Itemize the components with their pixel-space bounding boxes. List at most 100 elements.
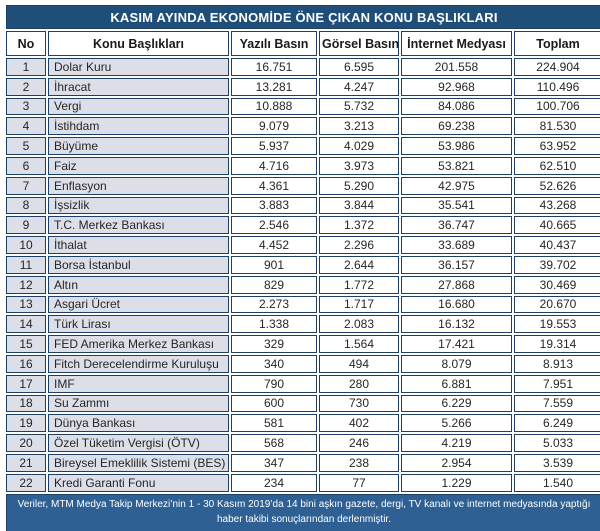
cell-row-number: 4 — [6, 117, 46, 136]
cell-print-media: 790 — [231, 374, 317, 393]
cell-visual-media: 2.083 — [319, 315, 399, 334]
cell-total: 39.702 — [514, 255, 600, 274]
cell-visual-media: 5.732 — [319, 97, 399, 116]
table-row: 4 İstihdam 9.079 3.213 69.238 81.530 — [6, 117, 600, 136]
header-row: No Konu Başlıkları Yazılı Basın Görsel B… — [6, 31, 600, 56]
table-row: 2 İhracat 13.281 4.247 92.968 110.496 — [6, 77, 600, 96]
cell-internet-media: 27.868 — [401, 275, 512, 294]
cell-print-media: 9.079 — [231, 117, 317, 136]
cell-row-number: 9 — [6, 216, 46, 235]
cell-print-media: 10.888 — [231, 97, 317, 116]
cell-print-media: 4.452 — [231, 236, 317, 254]
cell-print-media: 234 — [231, 473, 317, 492]
cell-internet-media: 84.086 — [401, 97, 512, 116]
cell-row-number: 21 — [6, 453, 46, 472]
cell-topic: Bireysel Emeklilik Sistemi (BES) — [48, 453, 229, 472]
cell-total: 7.951 — [514, 374, 600, 393]
table-row: 20 Özel Tüketim Vergisi (ÖTV) 568 246 4.… — [6, 434, 600, 452]
cell-topic: Fitch Derecelendirme Kuruluşu — [48, 354, 229, 373]
cell-internet-media: 53.986 — [401, 137, 512, 155]
footer-note: Veriler, MTM Medya Takip Merkezi’nin 1 -… — [6, 493, 600, 531]
cell-total: 7.559 — [514, 394, 600, 413]
cell-visual-media: 3.973 — [319, 156, 399, 175]
cell-row-number: 10 — [6, 236, 46, 254]
cell-visual-media: 3.213 — [319, 117, 399, 136]
cell-visual-media: 246 — [319, 434, 399, 452]
cell-print-media: 901 — [231, 255, 317, 274]
table-row: 7 Enflasyon 4.361 5.290 42.975 52.626 — [6, 176, 600, 195]
cell-total: 40.437 — [514, 236, 600, 254]
cell-print-media: 4.716 — [231, 156, 317, 175]
cell-row-number: 20 — [6, 434, 46, 452]
cell-visual-media: 5.290 — [319, 176, 399, 195]
column-header-no: No — [6, 31, 46, 56]
cell-topic: Borsa İstanbul — [48, 255, 229, 274]
cell-internet-media: 17.421 — [401, 335, 512, 353]
table-row: 22 Kredi Garanti Fonu 234 77 1.229 1.540 — [6, 473, 600, 492]
cell-internet-media: 36.747 — [401, 216, 512, 235]
cell-total: 81.530 — [514, 117, 600, 136]
cell-print-media: 568 — [231, 434, 317, 452]
table-row: 5 Büyüme 5.937 4.029 53.986 63.952 — [6, 137, 600, 155]
cell-visual-media: 1.717 — [319, 295, 399, 314]
cell-row-number: 3 — [6, 97, 46, 116]
cell-internet-media: 36.157 — [401, 255, 512, 274]
column-header-total: Toplam — [514, 31, 600, 56]
cell-print-media: 16.751 — [231, 58, 317, 76]
table-body: 1 Dolar Kuru 16.751 6.595 201.558 224.90… — [6, 58, 600, 492]
cell-topic: T.C. Merkez Bankası — [48, 216, 229, 235]
cell-visual-media: 730 — [319, 394, 399, 413]
cell-internet-media: 201.558 — [401, 58, 512, 76]
cell-row-number: 8 — [6, 196, 46, 215]
cell-total: 19.314 — [514, 335, 600, 353]
cell-row-number: 2 — [6, 77, 46, 96]
cell-row-number: 17 — [6, 374, 46, 393]
cell-total: 8.913 — [514, 354, 600, 373]
cell-visual-media: 494 — [319, 354, 399, 373]
cell-print-media: 3.883 — [231, 196, 317, 215]
cell-row-number: 12 — [6, 275, 46, 294]
cell-print-media: 4.361 — [231, 176, 317, 195]
table-row: 18 Su Zammı 600 730 6.229 7.559 — [6, 394, 600, 413]
title-row: KASIM AYINDA EKONOMİDE ÖNE ÇIKAN KONU BA… — [6, 5, 600, 29]
cell-internet-media: 16.680 — [401, 295, 512, 314]
cell-row-number: 14 — [6, 315, 46, 334]
table-row: 11 Borsa İstanbul 901 2.644 36.157 39.70… — [6, 255, 600, 274]
cell-row-number: 7 — [6, 176, 46, 195]
table-row: 14 Türk Lirası 1.338 2.083 16.132 19.553 — [6, 315, 600, 334]
cell-row-number: 13 — [6, 295, 46, 314]
cell-topic: Asgari Ücret — [48, 295, 229, 314]
cell-visual-media: 1.372 — [319, 216, 399, 235]
cell-total: 1.540 — [514, 473, 600, 492]
cell-visual-media: 2.296 — [319, 236, 399, 254]
cell-row-number: 6 — [6, 156, 46, 175]
cell-internet-media: 16.132 — [401, 315, 512, 334]
cell-topic: Faiz — [48, 156, 229, 175]
cell-total: 40.665 — [514, 216, 600, 235]
cell-topic: FED Amerika Merkez Bankası — [48, 335, 229, 353]
media-topics-report: KASIM AYINDA EKONOMİDE ÖNE ÇIKAN KONU BA… — [4, 3, 600, 531]
cell-internet-media: 2.954 — [401, 453, 512, 472]
cell-total: 30.469 — [514, 275, 600, 294]
media-topics-table: KASIM AYINDA EKONOMİDE ÖNE ÇIKAN KONU BA… — [4, 3, 600, 531]
cell-total: 62.510 — [514, 156, 600, 175]
table-row: 17 IMF 790 280 6.881 7.951 — [6, 374, 600, 393]
cell-row-number: 5 — [6, 137, 46, 155]
cell-row-number: 15 — [6, 335, 46, 353]
cell-topic: Kredi Garanti Fonu — [48, 473, 229, 492]
cell-total: 43.268 — [514, 196, 600, 215]
cell-internet-media: 69.238 — [401, 117, 512, 136]
cell-total: 100.706 — [514, 97, 600, 116]
cell-total: 224.904 — [514, 58, 600, 76]
cell-print-media: 5.937 — [231, 137, 317, 155]
table-row: 16 Fitch Derecelendirme Kuruluşu 340 494… — [6, 354, 600, 373]
column-header-topic: Konu Başlıkları — [48, 31, 229, 56]
cell-visual-media: 280 — [319, 374, 399, 393]
cell-visual-media: 1.564 — [319, 335, 399, 353]
column-header-visual: Görsel Basın — [319, 31, 399, 56]
cell-topic: Büyüme — [48, 137, 229, 155]
table-row: 19 Dünya Bankası 581 402 5.266 6.249 — [6, 414, 600, 433]
cell-visual-media: 4.247 — [319, 77, 399, 96]
cell-visual-media: 1.772 — [319, 275, 399, 294]
cell-print-media: 829 — [231, 275, 317, 294]
